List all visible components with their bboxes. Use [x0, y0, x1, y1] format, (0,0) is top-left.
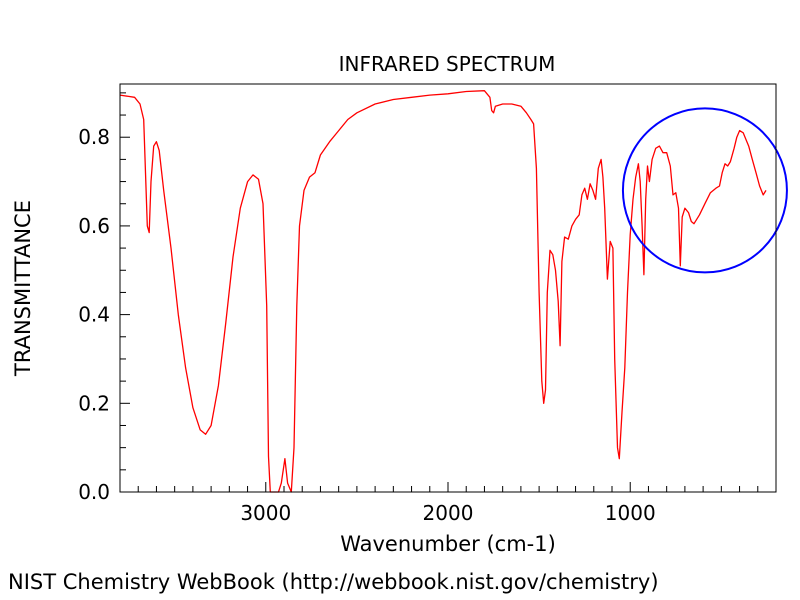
highlight-circle-0 — [621, 107, 788, 274]
x-tick-label-1000: 1000 — [605, 501, 656, 525]
chart-title: INFRARED SPECTRUM — [339, 52, 556, 76]
x-axis-ticks: 3000 2000 1000 — [137, 482, 759, 525]
y-axis-ticks: 0.0 0.2 0.4 0.6 0.8 — [78, 92, 130, 504]
source-credit: NIST Chemistry WebBook (http://webbook.n… — [8, 570, 659, 594]
y-tick-label-1: 0.2 — [78, 391, 110, 415]
x-tick-label-3000: 3000 — [240, 501, 291, 525]
x-tick-label-2000: 2000 — [423, 501, 474, 525]
y-tick-label-2: 0.4 — [78, 303, 110, 327]
spectrum-line-0 — [119, 90, 767, 493]
y-tick-label-0: 0.0 — [78, 480, 110, 504]
y-tick-label-4: 0.8 — [78, 125, 110, 149]
x-axis-label: Wavenumber (cm-1) — [340, 532, 556, 556]
y-tick-label-3: 0.6 — [78, 214, 110, 238]
y-axis-label: TRANSMITTANCE — [11, 200, 35, 377]
plot-frame — [119, 83, 777, 493]
plot-area — [119, 90, 788, 493]
